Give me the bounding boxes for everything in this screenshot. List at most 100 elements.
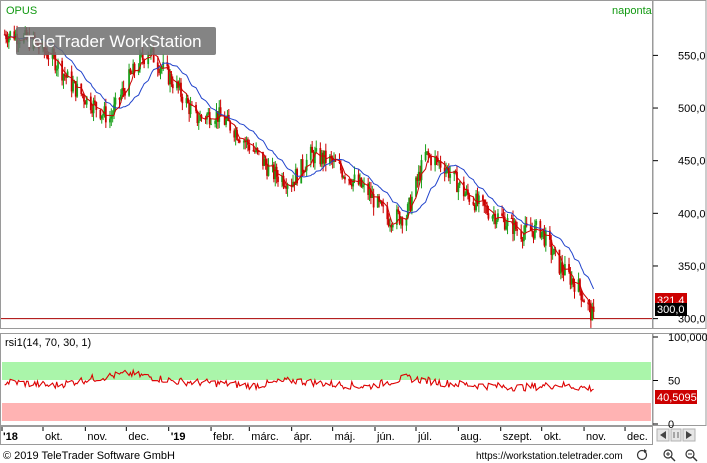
candle-body xyxy=(104,106,107,123)
candle-body xyxy=(361,185,364,187)
candle-body xyxy=(84,101,87,105)
candle-body xyxy=(344,176,346,180)
price-tick-label: 400,0 xyxy=(678,208,706,220)
rsi-overbought-zone xyxy=(2,362,651,380)
candle-body xyxy=(109,118,111,123)
candle-body xyxy=(495,220,498,225)
candle-body xyxy=(293,181,296,185)
rsi-line xyxy=(4,368,594,393)
candle-body xyxy=(456,171,458,193)
candle-body xyxy=(533,224,536,239)
candle-body xyxy=(395,209,398,225)
candle-body xyxy=(114,97,117,105)
candle-body xyxy=(510,218,513,220)
price-tick-label: 500,0 xyxy=(678,103,706,115)
candle-body xyxy=(113,104,115,115)
candle-body xyxy=(94,100,96,103)
time-tick-label: dec. xyxy=(128,431,149,443)
candle-body xyxy=(409,197,412,211)
interval-label[interactable]: naponta xyxy=(612,5,653,17)
candle-body xyxy=(65,75,68,78)
candle-body xyxy=(477,195,480,205)
candle-body xyxy=(406,204,409,219)
candle-body xyxy=(405,218,408,226)
candle-body xyxy=(550,239,553,255)
candle-body xyxy=(417,171,420,181)
candle-body xyxy=(543,230,546,246)
candle-body xyxy=(558,249,561,274)
candle-body xyxy=(7,36,10,43)
candle-body xyxy=(156,62,159,70)
watermark: TeleTrader WorkStation xyxy=(16,27,216,55)
candle-body xyxy=(256,148,259,151)
footer-url[interactable]: https://workstation.teletrader.com xyxy=(476,451,623,462)
grip-icon[interactable] xyxy=(670,428,682,442)
candle-body xyxy=(573,283,576,292)
candle-body xyxy=(502,215,505,218)
symbol-label[interactable]: OPUS xyxy=(6,5,37,17)
zoom-out-icon[interactable] xyxy=(685,449,698,462)
candle-body xyxy=(110,116,113,119)
rsi-title[interactable]: rsi1(14, 70, 30, 1) xyxy=(5,337,91,349)
candle-body xyxy=(483,200,486,206)
time-axis[interactable] xyxy=(0,426,653,445)
candle-body xyxy=(152,47,155,63)
candle-body xyxy=(389,225,391,227)
candle-body xyxy=(513,221,516,234)
candle-body xyxy=(294,169,297,185)
candle-body xyxy=(233,130,236,138)
candle-body xyxy=(372,194,375,208)
zoom-in-icon[interactable] xyxy=(663,449,676,462)
time-tick-label: márc. xyxy=(251,431,279,443)
rsi-tick-label: 50 xyxy=(668,376,680,388)
candle-body xyxy=(357,174,360,185)
rsi-tick-label: 100,0000 xyxy=(668,332,707,344)
candle-body xyxy=(371,194,374,198)
candle-body xyxy=(568,264,570,272)
candle-body xyxy=(449,174,452,178)
rsi-axis[interactable] xyxy=(652,333,707,426)
price-tick-label: 450,0 xyxy=(678,156,706,168)
candle-body xyxy=(313,151,316,164)
candle-body xyxy=(443,167,446,174)
candle-body xyxy=(468,194,471,202)
candle-body xyxy=(305,159,308,171)
time-tick-label: '18 xyxy=(3,431,18,443)
candle-body xyxy=(63,74,66,76)
candle-body xyxy=(167,66,170,85)
candle-body xyxy=(237,139,240,141)
rsi-oversold-zone xyxy=(2,403,651,421)
candle-body xyxy=(505,226,508,230)
candle-body xyxy=(570,278,573,285)
candle-body xyxy=(491,216,494,219)
refresh-icon[interactable] xyxy=(636,449,648,461)
rsi-tick-label: 0 xyxy=(668,419,674,431)
candle-body xyxy=(376,196,379,208)
candle-body xyxy=(458,181,461,186)
candle-body xyxy=(147,54,150,65)
candle-body xyxy=(285,186,288,189)
candle-body xyxy=(229,121,232,131)
right-arrow-icon[interactable] xyxy=(682,428,696,442)
candle-body xyxy=(334,159,337,162)
left-arrow-icon[interactable] xyxy=(656,428,670,442)
candle-body xyxy=(309,146,312,160)
candle-body xyxy=(121,88,124,95)
candle-body xyxy=(9,31,12,37)
candle-body xyxy=(486,206,488,214)
candle-body xyxy=(103,106,106,115)
candle-body xyxy=(272,164,275,180)
price-tick-label: 550,0 xyxy=(678,50,706,62)
candle-body xyxy=(72,83,74,92)
candle-body xyxy=(559,262,562,274)
candle-body xyxy=(70,71,73,92)
candle-body xyxy=(266,165,268,176)
candle-body xyxy=(320,152,323,165)
candle-body xyxy=(286,184,289,189)
price-axis[interactable] xyxy=(652,0,707,329)
candle-body xyxy=(544,230,547,246)
candle-body xyxy=(360,177,363,187)
candle-body xyxy=(91,110,94,114)
candle-body xyxy=(380,201,383,206)
